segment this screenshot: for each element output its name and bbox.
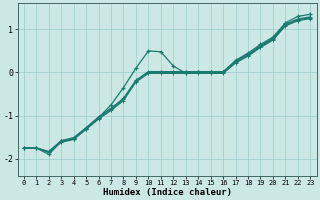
X-axis label: Humidex (Indice chaleur): Humidex (Indice chaleur) bbox=[103, 188, 232, 197]
